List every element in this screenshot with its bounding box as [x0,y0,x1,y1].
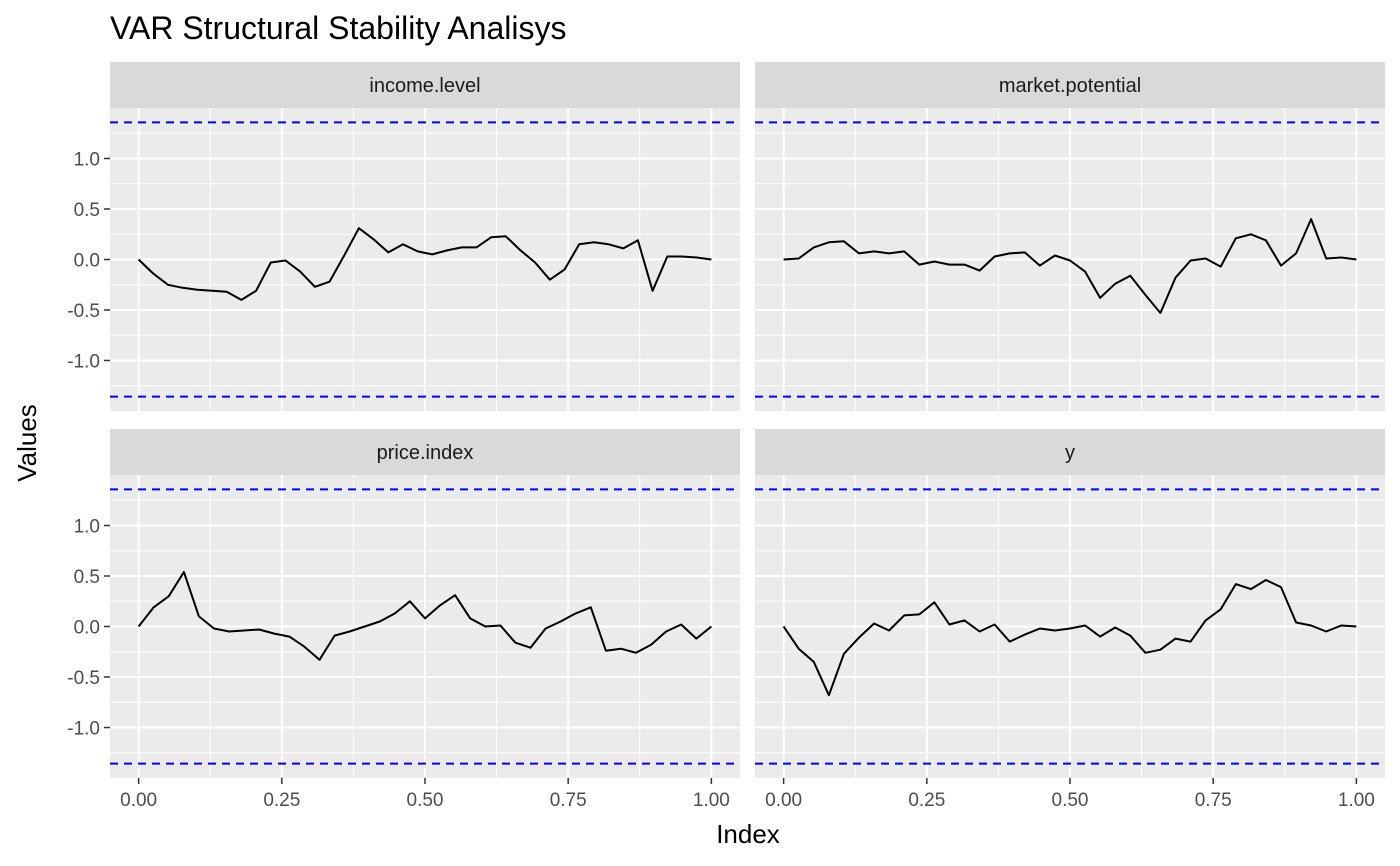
series-line-market-potential [783,218,1357,314]
y-tick-label: -0.5 [67,301,100,322]
series-line-income-level [137,227,712,301]
strip-label-income-level: income.level [369,75,480,97]
chart-title: VAR Structural Stability Analisys [110,10,566,46]
strip-label-y: y [1065,442,1075,464]
x-tick-label: 0.75 [1195,790,1232,811]
strip-label-market-potential: market.potential [999,75,1141,97]
y-tick-label: -0.5 [67,668,100,689]
y-tick-label: 1.0 [74,150,100,171]
strip-background [110,62,740,108]
x-tick-label: 1.00 [693,790,730,811]
x-tick-label: 1.00 [1338,790,1375,811]
x-tick-label: 0.75 [550,790,587,811]
facet-panel-income-level: income.level -1.0 -0.5 0.0 0.5 1.0 [67,62,740,411]
series-line-price-index [137,571,713,661]
y-tick-label: 0.0 [74,618,100,639]
x-tick-label: 0.25 [263,790,300,811]
series-line-y [782,579,1357,697]
x-tick-label: 0.50 [407,790,444,811]
y-axis-title: Values [12,404,42,482]
y-tick-label: 0.5 [74,200,100,221]
facet-panel-y: y 0.00 0.25 0.50 0.75 1.00 [755,429,1385,811]
strip-label-price-index: price.index [377,442,474,464]
x-tick-label: 0.00 [120,790,157,811]
strip-background [755,429,1385,475]
y-tick-label: 1.0 [74,517,100,538]
strip-background [110,429,740,475]
facet-panels: income.level -1.0 -0.5 0.0 0.5 1.0 market.pote… [67,62,1385,811]
y-tick-label: -1.0 [67,719,100,740]
x-tick-label: 0.50 [1052,790,1089,811]
x-tick-label: 0.00 [765,790,802,811]
x-tick-label: 0.25 [908,790,945,811]
facet-panel-market-potential: market.potential [755,62,1385,411]
y-tick-label: 0.5 [74,567,100,588]
y-tick-label: -1.0 [67,352,100,373]
facet-panel-price-index: price.index -1.0 -0.5 0.0 0.5 1.0 0.00 0.25 0.50… [67,429,740,811]
y-tick-label: 0.0 [74,251,100,272]
x-axis-title: Index [716,819,780,849]
strip-background [755,62,1385,108]
